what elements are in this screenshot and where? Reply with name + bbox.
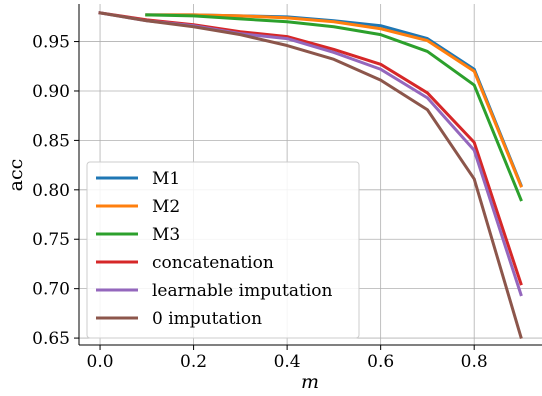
x-axis-title: m <box>301 371 319 393</box>
series-line-1 <box>145 13 523 188</box>
x-tick-label: 0.0 <box>87 352 114 372</box>
y-tick-label: 0.95 <box>32 33 70 53</box>
legend-label: 0 imputation <box>152 309 262 329</box>
series-line-0 <box>145 13 523 187</box>
legend-label: concatenation <box>152 253 274 273</box>
x-tick-label: 0.8 <box>461 352 488 372</box>
y-tick-label: 0.65 <box>32 329 70 349</box>
series-lines <box>98 11 523 339</box>
x-tick-label: 0.6 <box>367 352 394 372</box>
y-tick-label: 0.70 <box>32 280 70 300</box>
legend-label: learnable imputation <box>152 281 332 301</box>
tick-labels: 0.0 0.2 0.4 0.6 0.8 0.65 0.70 0.75 0.80 0.85 0.90 0… <box>32 33 488 372</box>
legend-label: M3 <box>152 225 180 245</box>
series-line-2 <box>145 13 523 202</box>
y-tick-label: 0.90 <box>32 82 70 102</box>
legend-frame <box>86 161 360 339</box>
y-tick-label: 0.75 <box>32 230 70 250</box>
y-tick-label: 0.85 <box>32 131 70 151</box>
legend-label: M1 <box>152 169 180 189</box>
y-tick-label: 0.80 <box>32 181 70 201</box>
series-line-5 <box>98 11 523 339</box>
legend: M1 M2 M3 concatenation learnable imputation 0… <box>86 161 360 339</box>
x-tick-label: 0.4 <box>274 352 301 372</box>
y-axis-title: acc <box>5 159 27 192</box>
x-tick-label: 0.2 <box>180 352 207 372</box>
legend-label: M2 <box>152 197 180 217</box>
